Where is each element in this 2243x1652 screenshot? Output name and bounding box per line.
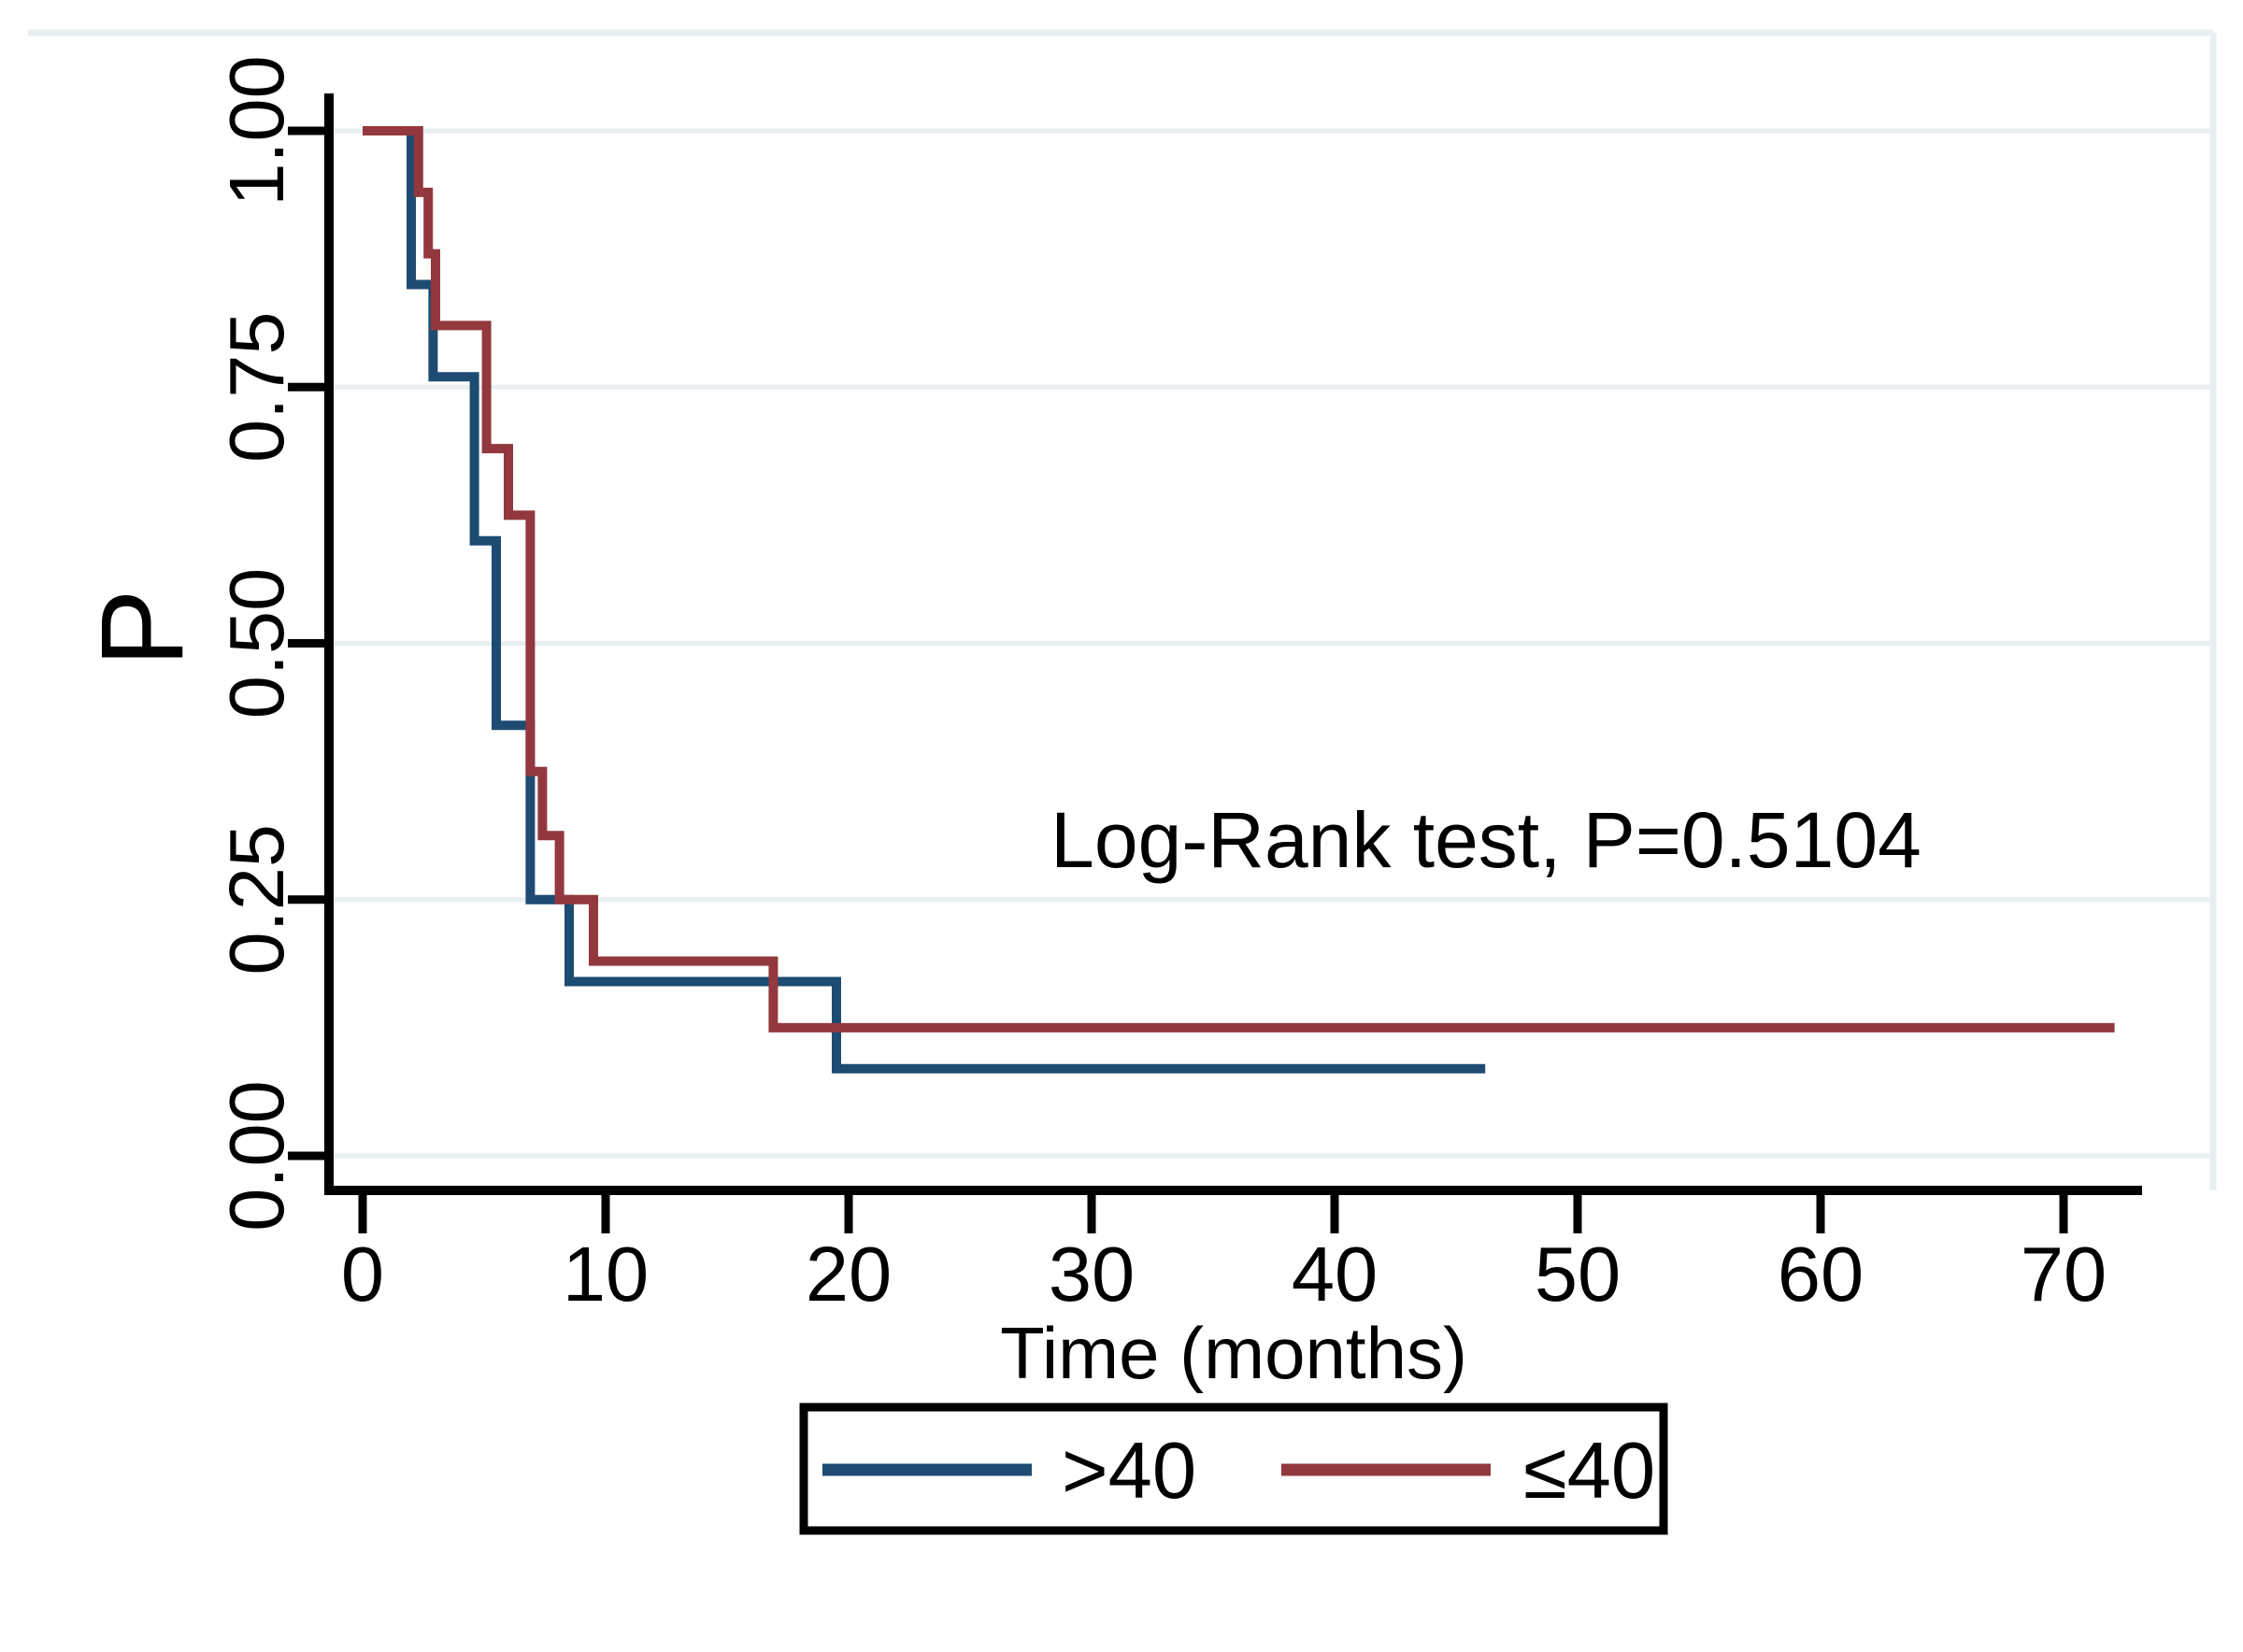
y-tick-label: 0.00 xyxy=(213,1080,300,1232)
y-tick-label: 1.00 xyxy=(213,55,300,206)
x-tick-label: 50 xyxy=(1535,1231,1621,1317)
axis-layer xyxy=(288,93,2142,1233)
x-tick-label: 40 xyxy=(1292,1231,1378,1317)
x-tick-label: 0 xyxy=(341,1231,384,1317)
y-tick-label: 0.75 xyxy=(213,311,300,463)
y-tick-label: 0.25 xyxy=(213,824,300,976)
legend: >40 ≤40 xyxy=(799,1403,1668,1535)
x-tick-label: 20 xyxy=(806,1231,892,1317)
x-axis-title: Time (months) xyxy=(1000,1312,1467,1394)
annotation-logrank: Log-Rank test, P=0.5104 xyxy=(1050,796,1922,884)
tick-label-layer: 1.00 0.75 0.50 0.25 0.00 0 10 20 30 40 50 60 70 xyxy=(213,55,2107,1317)
grid-layer xyxy=(28,29,2217,1190)
legend-label-le40: ≤40 xyxy=(1523,1427,1655,1516)
curve-layer xyxy=(363,126,2115,1074)
survival-curve-le40 xyxy=(363,126,2115,1032)
x-tick-label: 30 xyxy=(1049,1231,1135,1317)
y-tick-label: 0.50 xyxy=(213,568,300,719)
legend-label-gt40: >40 xyxy=(1062,1427,1196,1516)
x-tick-label: 60 xyxy=(1778,1231,1864,1317)
x-tick-label: 10 xyxy=(563,1231,649,1317)
x-tick-label: 70 xyxy=(2021,1231,2107,1317)
survival-curve-gt40 xyxy=(363,126,1486,1074)
y-axis-title: P xyxy=(78,589,207,666)
